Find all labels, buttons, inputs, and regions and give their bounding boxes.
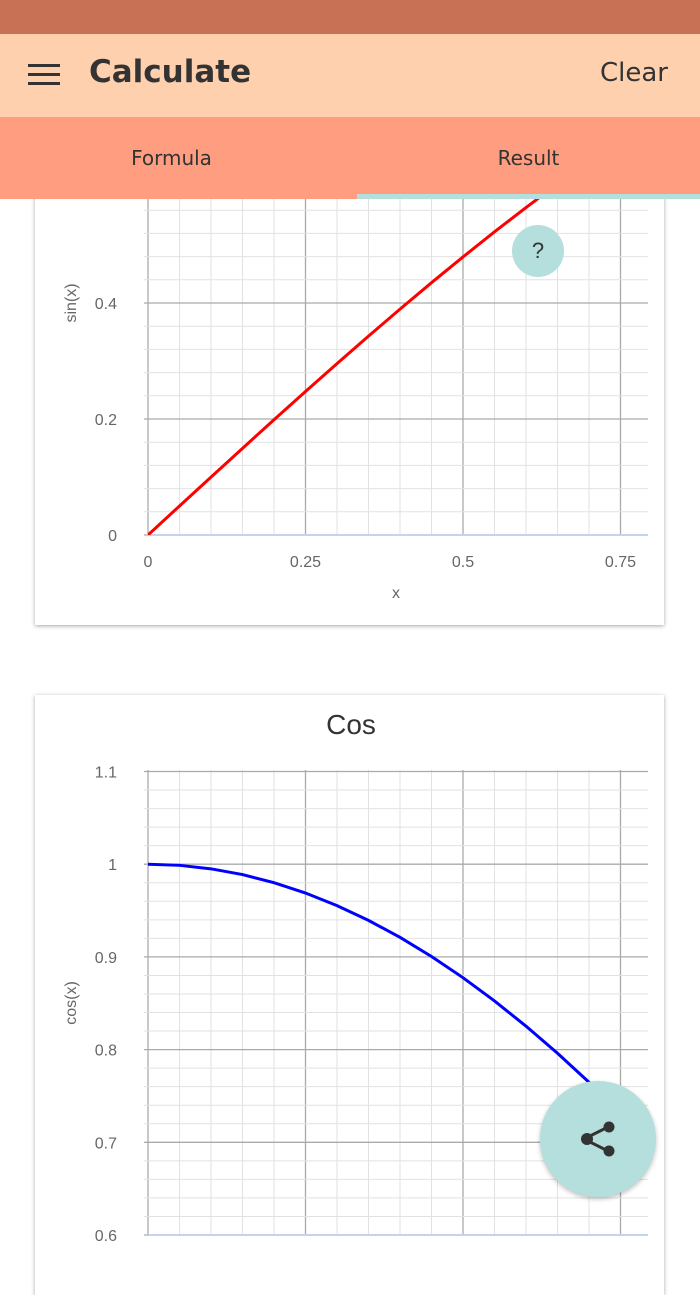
hamburger-menu-icon[interactable] [28,64,60,86]
y-tick-label: 0.4 [95,296,117,313]
y-tick-label: 1.1 [95,765,117,782]
status-bar [0,0,700,34]
y-tick-label: 0.9 [95,950,117,967]
share-button[interactable] [540,1081,656,1197]
x-tick-label: 0.5 [452,554,474,571]
share-icon [581,1121,615,1157]
y-tick-label: 0.2 [95,412,117,429]
help-button[interactable]: ? [512,225,564,277]
active-tab-indicator [357,194,700,199]
x-tick-label: 0 [144,554,153,571]
page-title: Calculate [89,54,252,90]
app-header: Calculate Clear [0,34,700,117]
tab-bar: Formula Result [0,117,700,199]
series-line [148,862,647,1140]
y-tick-label: 0.8 [95,1043,117,1060]
y-axis-label: sin(x) [63,283,80,322]
cos-chart-card [35,695,664,1295]
y-tick-label: 0 [108,528,117,545]
y-tick-label: 1 [108,857,117,874]
x-axis-label: x [392,585,400,602]
x-tick-label: 0.25 [290,554,321,571]
tab-formula[interactable]: Formula [131,146,212,170]
y-tick-label: 0.7 [95,1135,117,1152]
clear-button[interactable]: Clear [600,58,668,88]
chart-title: Cos [326,709,376,740]
y-axis-label: cos(x) [63,981,80,1025]
y-tick-label: 0.6 [95,1228,117,1244]
tab-result[interactable]: Result [497,146,560,170]
x-tick-label: 0.75 [605,554,636,571]
